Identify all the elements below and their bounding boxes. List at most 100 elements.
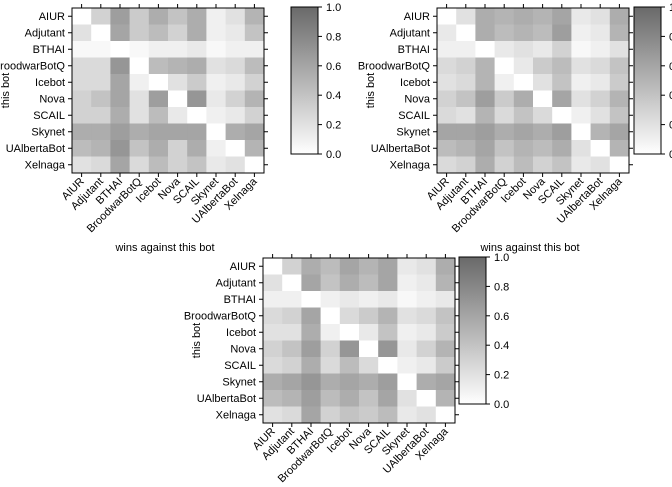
heatmap-cell xyxy=(571,140,591,157)
heatmap-cell xyxy=(225,8,246,25)
row-label: BTHAI xyxy=(224,294,256,306)
heatmap-cell xyxy=(110,74,130,91)
heatmap-cell xyxy=(533,57,553,75)
heatmap-cell xyxy=(206,8,226,25)
heatmap-cell xyxy=(301,258,321,275)
heatmap-cell xyxy=(91,8,111,25)
heatmap-cell xyxy=(437,41,457,58)
heatmap-cell xyxy=(148,74,169,91)
heatmap-cell xyxy=(301,274,321,292)
heatmap-cell xyxy=(72,107,92,124)
heatmap-cell xyxy=(339,291,360,308)
heatmap-cell xyxy=(475,140,495,157)
colorbar-tick-label: 0.2 xyxy=(494,370,509,382)
heatmap-cell xyxy=(206,41,226,58)
heatmap-cell xyxy=(609,8,630,25)
row-label: Skynet xyxy=(396,127,430,139)
heatmap-cell xyxy=(571,156,591,174)
row-label: Icebot xyxy=(35,77,65,89)
heatmap-cell xyxy=(609,74,630,91)
heatmap-cell xyxy=(456,156,476,174)
row-label: Nova xyxy=(39,94,66,106)
heatmap-cell xyxy=(533,107,553,124)
heatmap-cell xyxy=(475,57,495,75)
heatmap-cell xyxy=(416,390,437,407)
heatmap-cell xyxy=(282,373,302,391)
heatmap-cell xyxy=(225,24,246,42)
heatmap-cell xyxy=(590,90,611,108)
heatmap-cell xyxy=(590,107,611,124)
heatmap-cell xyxy=(435,258,456,275)
heatmap-cell xyxy=(110,90,130,108)
heatmap-cell xyxy=(552,41,572,58)
heatmap-cell xyxy=(263,357,283,374)
heatmap-cell xyxy=(168,140,188,157)
heatmap-cell xyxy=(263,406,283,424)
heatmap-cell xyxy=(378,291,398,308)
heatmap-cell xyxy=(72,24,92,42)
heatmap-cell xyxy=(225,90,246,108)
heatmap-cell xyxy=(435,357,456,374)
colorbar xyxy=(633,6,662,155)
heatmap-cell xyxy=(110,41,130,58)
plot-frame xyxy=(71,7,265,174)
heatmap-cell xyxy=(552,123,572,141)
heatmap-cell xyxy=(437,57,457,75)
row-label: SCAIL xyxy=(398,110,430,122)
heatmap-cell xyxy=(533,90,553,108)
heatmap-cell xyxy=(435,307,456,325)
heatmap-cell xyxy=(397,357,417,374)
heatmap-cell xyxy=(168,90,188,108)
heatmap-cell xyxy=(168,24,188,42)
heatmap-cell xyxy=(590,74,611,91)
heatmap-cell xyxy=(378,357,398,374)
heatmap-cell xyxy=(244,123,265,141)
heatmap-cell xyxy=(110,123,130,141)
heatmap-cell xyxy=(225,41,246,58)
heatmap-cell xyxy=(263,291,283,308)
heatmap-cell xyxy=(571,90,591,108)
heatmap-cell xyxy=(244,41,265,58)
heatmap-cell xyxy=(187,90,207,108)
heatmap-cell xyxy=(494,8,515,25)
heatmap-cell xyxy=(513,90,534,108)
heatmap-cell xyxy=(187,24,207,42)
heatmap-cell xyxy=(72,123,92,141)
heatmap-cell xyxy=(72,156,92,174)
heatmap-cell xyxy=(571,107,591,124)
heatmap-cell xyxy=(378,406,398,424)
x-axis-title: wins against this bot xyxy=(114,242,214,254)
heatmap-cell xyxy=(416,357,437,374)
row-label: Icebot xyxy=(226,327,256,339)
heatmap-cell xyxy=(129,41,150,58)
heatmap-cell xyxy=(456,107,476,124)
heatmap-cell xyxy=(91,156,111,174)
heatmap-cell xyxy=(187,140,207,157)
heatmap-cell xyxy=(494,107,515,124)
heatmap-cell xyxy=(148,156,169,174)
heatmap-cell xyxy=(339,390,360,407)
heatmap-cell xyxy=(513,8,534,25)
heatmap-cell xyxy=(513,41,534,58)
row-label: Xelnaga xyxy=(25,160,66,172)
heatmap-cell xyxy=(552,57,572,75)
heatmap-cell xyxy=(187,123,207,141)
heatmap-cell xyxy=(148,8,169,25)
heatmap-cell xyxy=(244,156,265,174)
heatmap-cell xyxy=(301,340,321,358)
heatmap-cell xyxy=(263,307,283,325)
heatmap-cell xyxy=(435,373,456,391)
row-label: AIUR xyxy=(230,261,256,273)
heatmap-cell xyxy=(397,324,417,341)
heatmap-cell xyxy=(129,24,150,42)
heatmap-cell xyxy=(378,274,398,292)
colorbar-tick-label: 0.0 xyxy=(669,149,672,161)
heatmap-cell xyxy=(244,74,265,91)
heatmap-cell xyxy=(513,123,534,141)
heatmap-cell xyxy=(129,123,150,141)
heatmap-cell xyxy=(148,123,169,141)
heatmap-cell xyxy=(475,90,495,108)
heatmap-cell xyxy=(72,140,92,157)
heatmap-cell xyxy=(129,156,150,174)
heatmap-cell xyxy=(282,307,302,325)
